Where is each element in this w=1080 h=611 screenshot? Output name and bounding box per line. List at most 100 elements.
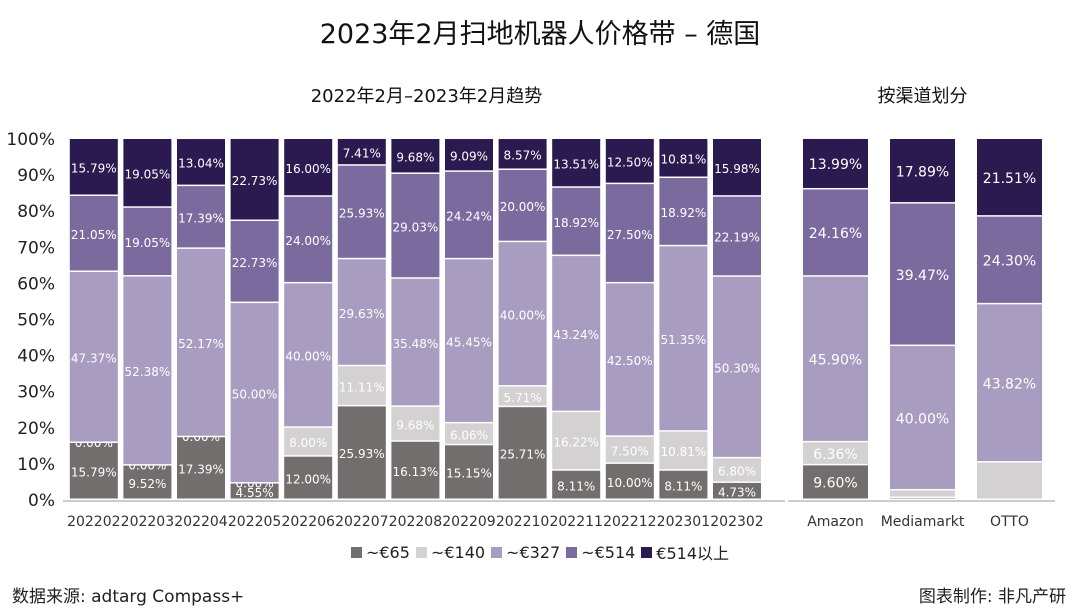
legend-swatch <box>566 546 578 558</box>
bar-segment <box>230 483 279 499</box>
x-tick-label: 202301 <box>657 514 710 530</box>
data-label: 9.68% <box>396 418 434 432</box>
data-label: 13.99% <box>809 157 862 173</box>
x-tick-label: Mediamarkt <box>881 514 965 530</box>
data-label: 21.51% <box>983 171 1036 187</box>
data-label: 16.22% <box>553 435 599 449</box>
bar-segment <box>713 458 761 482</box>
bar-segment <box>284 196 333 282</box>
bar-segment <box>605 184 654 282</box>
bar-segment <box>391 173 440 278</box>
data-label: 52.38% <box>125 365 171 379</box>
bar-segment <box>284 456 333 499</box>
bar-segment <box>552 187 601 255</box>
x-tick-label: 202204 <box>174 514 228 530</box>
trend-subtitle: 2022年2月–2023年2月趋势 <box>310 86 543 107</box>
data-label: 15.15% <box>446 467 492 481</box>
bar-segment <box>391 406 440 441</box>
data-label: 29.63% <box>339 307 385 321</box>
data-label: 16.13% <box>393 465 439 479</box>
bar-segment <box>552 470 601 499</box>
data-label: 22.73% <box>232 174 278 188</box>
x-tick-label: 202202 <box>67 514 120 530</box>
bar-segment <box>498 242 547 386</box>
data-label: 25.93% <box>339 207 385 221</box>
bar-segment <box>177 248 225 436</box>
bar-segment <box>659 431 708 470</box>
legend-label: ~€327 <box>506 542 561 562</box>
data-label: 45.45% <box>446 335 492 349</box>
data-label: 15.79% <box>71 162 117 176</box>
data-label: 6.06% <box>450 428 488 442</box>
data-label: 25.93% <box>339 447 385 461</box>
data-label: 15.98% <box>714 162 760 176</box>
y-tick-label: 30% <box>17 383 55 403</box>
data-label: 12.50% <box>607 156 653 170</box>
bar-segment <box>391 139 440 173</box>
y-tick-label: 100% <box>6 130 55 150</box>
data-label: 35.48% <box>393 337 439 351</box>
data-label: 15.79% <box>71 465 117 479</box>
legend-swatch <box>350 546 362 558</box>
bar-segment <box>803 276 868 441</box>
bar-segment <box>69 196 118 271</box>
bar-segment <box>391 441 440 499</box>
data-label: 50.00% <box>232 387 278 401</box>
data-label: 19.05% <box>125 167 171 181</box>
x-tick-label: 202206 <box>281 514 335 530</box>
bar-segment <box>284 427 333 456</box>
legend-label: €514以上 <box>656 544 730 563</box>
x-tick-label: 202302 <box>710 514 763 530</box>
bar-segment <box>177 139 225 185</box>
data-label: 19.05% <box>125 236 171 250</box>
legend-label: ~€514 <box>581 542 636 562</box>
bar-segment <box>445 423 493 444</box>
bar-segment <box>445 445 493 499</box>
bar-segment <box>230 303 279 483</box>
bar-segment <box>123 139 172 207</box>
legend-item: ~€514 <box>566 540 635 564</box>
bar-segment <box>977 216 1042 303</box>
data-label: 40.00% <box>500 308 546 322</box>
bar-segment <box>498 169 547 241</box>
legend-swatch <box>641 546 653 558</box>
bar-segment <box>552 256 601 411</box>
bar-segment <box>177 186 225 248</box>
data-label: 10.81% <box>661 153 707 167</box>
data-label: 17.39% <box>178 211 224 225</box>
legend-item: ~€140 <box>415 540 485 564</box>
data-label: 40.00% <box>285 350 331 364</box>
bar-segment <box>659 470 708 499</box>
data-label: 9.60% <box>813 476 857 492</box>
data-label: 17.89% <box>896 164 949 180</box>
bar-segment <box>803 189 868 276</box>
bar-segment <box>123 276 172 465</box>
data-label: 45.90% <box>809 353 862 369</box>
bar-segment <box>803 465 868 499</box>
data-label: 7.50% <box>611 444 649 458</box>
x-tick-label: 202205 <box>228 514 281 530</box>
data-label: 43.82% <box>983 376 1036 392</box>
data-label: 13.51% <box>553 157 599 171</box>
bar-segment <box>890 203 955 345</box>
bar-segment <box>391 278 440 406</box>
bar-segment <box>605 283 654 436</box>
bar-segment <box>713 196 761 276</box>
y-tick-label: 20% <box>17 419 55 439</box>
bar-segment <box>445 139 493 171</box>
bar-segment <box>659 178 708 245</box>
bar-segment <box>123 207 172 276</box>
data-label: 8.11% <box>664 479 702 493</box>
bar-segment <box>552 139 601 187</box>
data-source: 数据来源: adtarg Compass+ <box>12 587 245 607</box>
bar-segment <box>605 463 654 499</box>
data-label: 24.00% <box>285 234 331 248</box>
bar-segment <box>337 366 386 405</box>
data-label: 6.80% <box>718 465 756 479</box>
y-tick-label: 0% <box>28 491 55 511</box>
bar-segment <box>713 139 761 196</box>
data-label: 18.92% <box>553 216 599 230</box>
bar-segment <box>803 138 868 188</box>
y-tick-label: 10% <box>17 455 55 475</box>
